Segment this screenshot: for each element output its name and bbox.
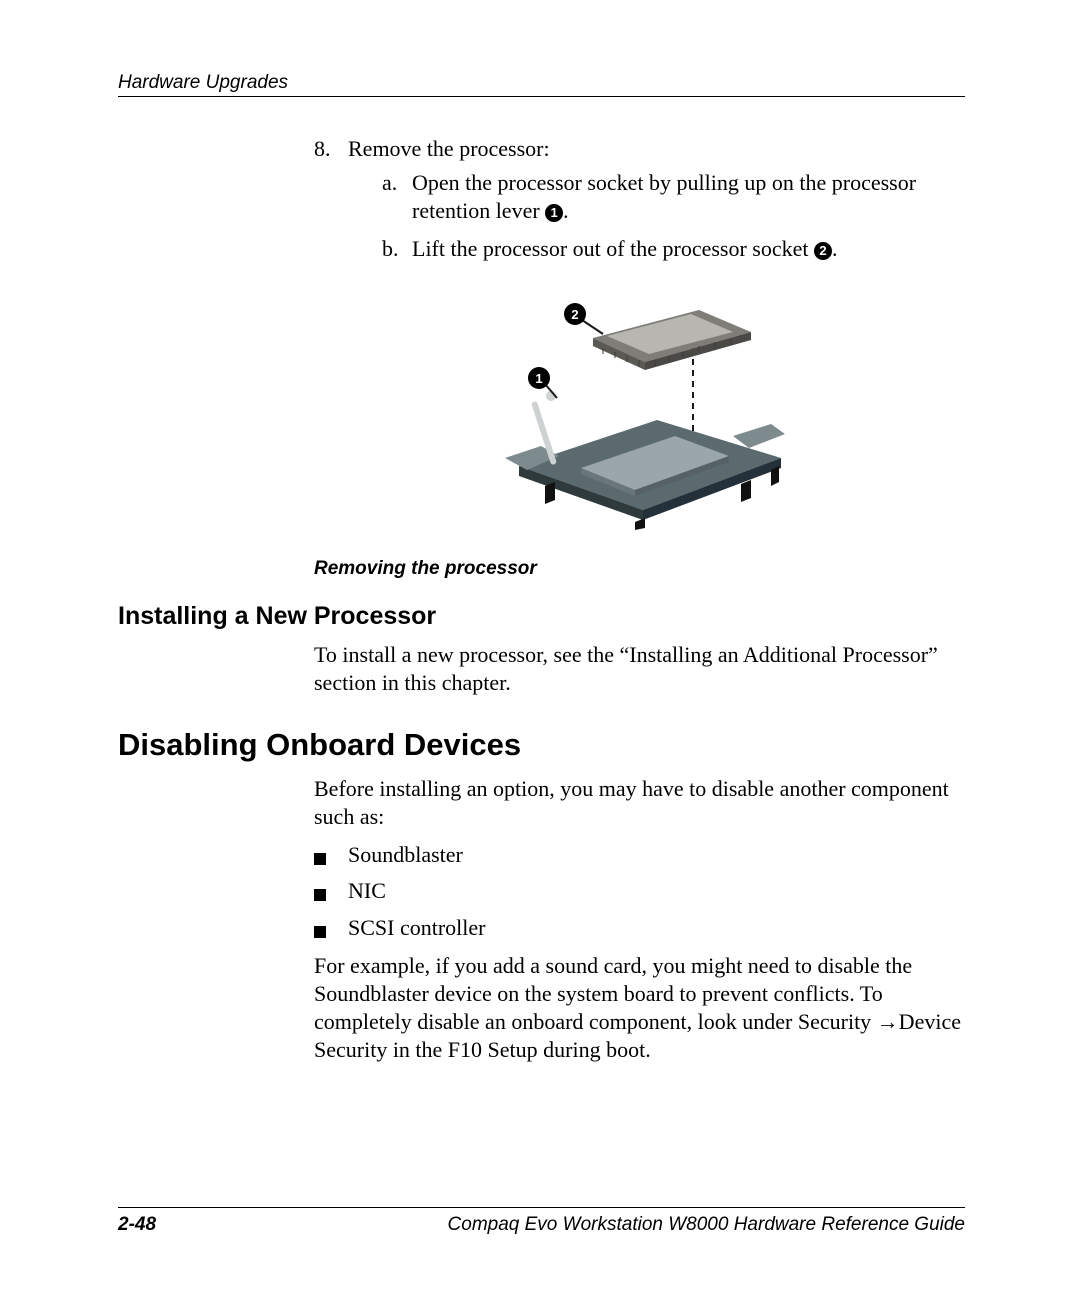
heading-installing-processor: Installing a New Processor [118, 602, 965, 631]
disable-paragraph: For example, if you add a sound card, yo… [314, 952, 965, 1065]
step-8: 8. Remove the processor: a. Open the pro… [314, 135, 965, 274]
substep-list: a. Open the processor socket by pulling … [382, 169, 965, 263]
header-rule [118, 96, 965, 97]
page-footer: 2-48 Compaq Evo Workstation W8000 Hardwa… [118, 1207, 965, 1236]
bullet-icon [314, 926, 326, 938]
bullet-icon [314, 889, 326, 901]
substep-a: a. Open the processor socket by pulling … [382, 169, 965, 225]
figure-callout-2: 2 [571, 307, 578, 322]
list-item: SCSI controller [314, 914, 965, 942]
substep-letter: a. [382, 169, 412, 225]
processor-diagram-icon: 2 1 [485, 288, 795, 530]
running-header: Hardware Upgrades [118, 72, 965, 94]
callout-2-ref: 2 [814, 242, 832, 260]
footer-title: Compaq Evo Workstation W8000 Hardware Re… [448, 1214, 965, 1236]
page-number: 2-48 [118, 1214, 156, 1236]
list-item-label: SCSI controller [348, 914, 486, 942]
document-page: Hardware Upgrades 8. Remove the processo… [0, 0, 1080, 1296]
body-content: 8. Remove the processor: a. Open the pro… [314, 135, 965, 530]
footer-rule [118, 1207, 965, 1208]
install-paragraph: To install a new processor, see the “Ins… [314, 641, 965, 697]
disable-section: Before installing an option, you may hav… [314, 775, 965, 1064]
bullet-icon [314, 853, 326, 865]
substep-text: Lift the processor out of the processor … [412, 235, 838, 263]
step-text: Remove the processor: [348, 136, 550, 161]
callout-1-ref: 1 [545, 204, 563, 222]
list-item-label: Soundblaster [348, 841, 463, 869]
step-list: 8. Remove the processor: a. Open the pro… [314, 135, 965, 274]
list-item: NIC [314, 877, 965, 905]
list-item: Soundblaster [314, 841, 965, 869]
footer-row: 2-48 Compaq Evo Workstation W8000 Hardwa… [118, 1214, 965, 1236]
substep-text: Open the processor socket by pulling up … [412, 169, 965, 225]
step-body: Remove the processor: a. Open the proces… [348, 135, 965, 274]
component-list: Soundblaster NIC SCSI controller [314, 841, 965, 941]
heading-disabling-devices: Disabling Onboard Devices [118, 727, 965, 763]
figure-callout-1: 1 [535, 371, 542, 386]
list-item-label: NIC [348, 877, 386, 905]
processor-figure: 2 1 [314, 288, 965, 530]
install-text: To install a new processor, see the “Ins… [314, 641, 965, 697]
figure-caption: Removing the processor [314, 558, 965, 580]
substep-b: b. Lift the processor out of the process… [382, 235, 965, 263]
disable-intro: Before installing an option, you may hav… [314, 775, 965, 831]
step-number: 8. [314, 135, 348, 274]
substep-letter: b. [382, 235, 412, 263]
